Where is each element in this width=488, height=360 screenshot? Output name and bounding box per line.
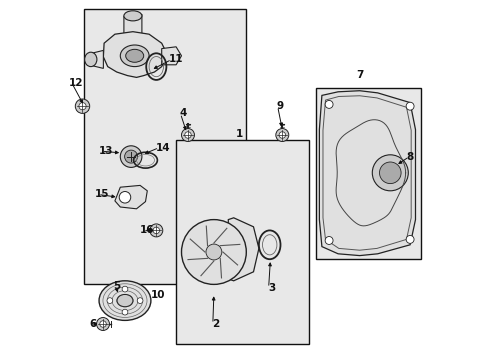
- Ellipse shape: [117, 294, 133, 307]
- Text: 6: 6: [89, 319, 97, 329]
- Bar: [316, 88, 420, 259]
- Text: 9: 9: [276, 101, 284, 111]
- Text: 7: 7: [355, 70, 363, 80]
- Text: 3: 3: [267, 283, 275, 293]
- Bar: [176, 140, 309, 344]
- Circle shape: [96, 318, 109, 330]
- Text: 12: 12: [69, 78, 83, 88]
- Text: 1: 1: [235, 129, 242, 139]
- Circle shape: [379, 162, 400, 184]
- Ellipse shape: [120, 45, 149, 67]
- Circle shape: [275, 129, 288, 141]
- Bar: [84, 9, 246, 284]
- Circle shape: [122, 309, 127, 315]
- Polygon shape: [115, 185, 147, 209]
- Polygon shape: [319, 91, 415, 256]
- Circle shape: [279, 132, 285, 138]
- Text: 11: 11: [168, 54, 183, 64]
- Circle shape: [107, 298, 113, 303]
- Circle shape: [119, 192, 130, 203]
- Circle shape: [406, 235, 413, 243]
- Ellipse shape: [125, 49, 143, 62]
- Ellipse shape: [84, 52, 97, 67]
- Circle shape: [184, 132, 191, 138]
- Circle shape: [325, 100, 332, 108]
- Circle shape: [181, 220, 246, 284]
- Circle shape: [100, 321, 106, 327]
- Polygon shape: [228, 218, 258, 281]
- Text: 13: 13: [99, 146, 113, 156]
- Circle shape: [149, 224, 163, 237]
- Circle shape: [205, 244, 222, 260]
- Text: 8: 8: [406, 152, 413, 162]
- Text: 2: 2: [212, 319, 219, 329]
- Polygon shape: [103, 32, 167, 77]
- Circle shape: [325, 237, 332, 244]
- Circle shape: [124, 150, 137, 163]
- Ellipse shape: [123, 11, 142, 21]
- Polygon shape: [123, 14, 142, 38]
- Circle shape: [75, 99, 89, 113]
- Text: 16: 16: [140, 225, 154, 235]
- Text: 10: 10: [150, 290, 165, 300]
- Circle shape: [122, 286, 127, 292]
- Ellipse shape: [99, 281, 151, 320]
- Text: 14: 14: [156, 143, 171, 153]
- Text: 5: 5: [113, 281, 120, 291]
- Circle shape: [406, 102, 413, 110]
- Circle shape: [79, 103, 86, 110]
- Circle shape: [120, 146, 142, 167]
- Circle shape: [153, 227, 159, 234]
- Circle shape: [137, 298, 142, 303]
- Polygon shape: [162, 47, 181, 65]
- Polygon shape: [88, 50, 103, 68]
- Text: 4: 4: [179, 108, 186, 118]
- Circle shape: [181, 129, 194, 141]
- Circle shape: [371, 155, 407, 191]
- Text: 15: 15: [95, 189, 109, 199]
